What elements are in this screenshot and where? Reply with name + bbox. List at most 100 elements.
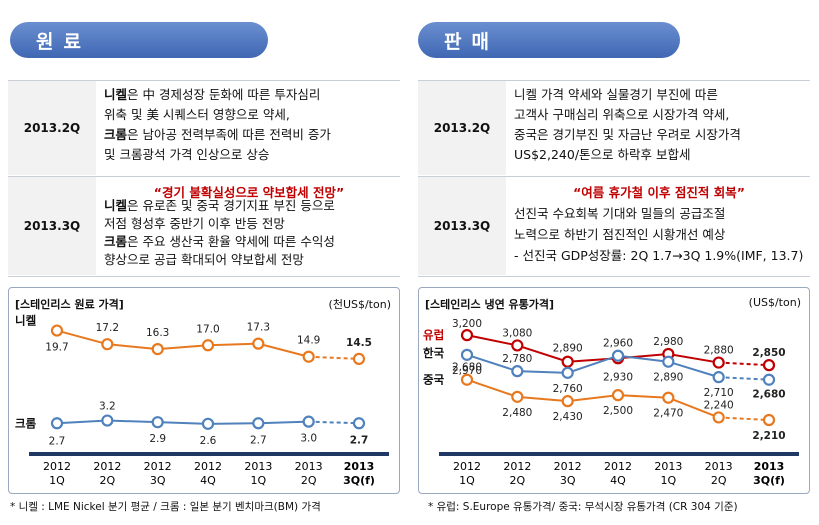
x-tick-label-3-0: 2012 [604,460,632,473]
right-row-1-line-0: 선진국 수요회복 기대와 밀들의 공급조절 [514,203,803,224]
left-row-3q-text: 니켈은 유로존 및 중국 경기지표 부진 등으로 저점 형성후 중반기 이후 반등… [104,197,335,269]
line-text: 은 주요 생산국 환율 약세에 따른 수익성 [127,234,335,249]
right-table: 2013.2Q 니켈 가격 약세와 실물경기 부진에 따른 고객사 구매심리 위축… [418,80,810,277]
x-tick-label-1-0: 2012 [503,460,531,473]
right-row-3q-text: 선진국 수요회복 기대와 밀들의 공급조절 노력으로 하반기 점진적인 시황개선 … [514,203,803,266]
data-point-한국-6 [762,373,776,386]
data-point-니켈-4 [252,337,265,350]
data-point-한국-2 [561,366,574,379]
series-line-한국 [466,353,719,379]
data-label-니켈-6: 14.5 [346,337,372,349]
data-label-유럽-5: 2,880 [704,345,734,357]
data-label-중국-2: 2,430 [553,411,583,423]
line-text: - 선진국 GDP성장률: 2Q 1.7→3Q 1.9%(IMF, 13.7) [514,248,804,263]
data-label-크롬-1: 3.2 [99,401,116,413]
series-name-유럽: 유럽 [423,328,444,342]
line-text: 은 남아공 전력부족에 따른 전력비 증가 [127,127,331,142]
data-point-중국-6 [762,413,776,427]
data-point-중국-1 [511,390,524,403]
right-quarter-2q: 2013.2Q [418,81,506,175]
data-point-한국-0 [460,348,474,361]
x-tick-label-0-0: 2012 [43,460,71,473]
data-label-크롬-2: 2.9 [149,433,166,445]
x-tick-label-1-1: 2Q [509,474,525,487]
x-tick-label-0-1: 1Q [459,474,475,487]
series-name-니켈: 니켈 [15,314,36,328]
line-text: 저점 형성후 중반기 이후 반등 전망 [104,216,285,231]
x-tick-label-2-0: 2012 [144,460,172,473]
x-tick-label-1-0: 2012 [93,460,121,473]
bold-term: 니켈 [104,87,128,102]
data-label-중국-3: 2,500 [603,405,633,417]
right-row-0-line-0: 니켈 가격 약세와 실물경기 부진에 따른 [514,85,741,105]
series-forecast-line-중국 [718,416,770,421]
left-line-chart: 19.7 17.2 16.3 17.0 17.3 14.9 14.5 니켈 2.7 3.2 2.9 2… [15,314,389,487]
x-tick-label-3-0: 2012 [194,460,222,473]
left-header-label: 원료 [36,30,91,53]
right-footnote: * 유럽: S.Europe 유통가격/ 중국: 무석시장 유통가격 (CR 3… [428,501,738,513]
data-label-니켈-0: 19.7 [45,342,68,354]
left-chart-title: [스테인리스 원료 가격] [15,298,124,311]
data-label-중국-5: 2,240 [704,399,734,411]
x-tick-label-4-1: 1Q [660,474,676,487]
x-tick-label-0-0: 2012 [453,460,481,473]
x-tick-label-3-1: 4Q [610,474,626,487]
bold-term: 크롬 [104,234,128,249]
series-line-니켈 [56,329,309,358]
series-name-크롬: 크롬 [15,416,37,430]
data-point-크롬-2 [151,416,164,429]
right-chart-box: [스테인리스 냉연 유통가격] (US$/ton) 3,200 3,080 2,89… [418,287,810,494]
data-label-유럽-3: 2,930 [603,371,633,383]
data-point-크롬-1 [101,414,114,427]
data-point-니켈-3 [201,339,215,352]
data-label-중국-6: 2,210 [752,430,785,442]
data-point-크롬-4 [252,417,265,430]
right-line-chart: 3,200 3,080 2,890 2,930 2,980 2,880 2,850 유럽 2,9… [423,318,799,487]
series-name-한국: 한국 [423,346,445,360]
line-text: 중국은 경기부진 및 자금난 우려로 시장가격 [514,127,741,142]
left-footnote: * 니켈 : LME Nickel 분기 평균 / 크롬 : 일본 분기 벤치마… [10,501,321,513]
series-forecast-line-한국 [718,376,770,381]
right-row-end [418,276,810,277]
x-axis-bar [439,452,799,456]
line-text: 위축 및 美 시퀘스터 영향으로 약세, [104,107,290,122]
right-chart-title: [스테인리스 냉연 유통가격] [425,298,555,311]
series-name-중국: 중국 [423,373,445,387]
data-label-중국-4: 2,470 [653,408,683,420]
data-label-중국-1: 2,480 [502,407,532,419]
x-tick-label-1-1: 2Q [99,474,115,487]
right-row-0-line-2: 중국은 경기부진 및 자금난 우려로 시장가격 [514,125,741,145]
data-point-유럽-1 [511,339,524,352]
data-point-크롬-0 [50,417,64,430]
data-point-중국-5 [712,411,725,424]
left-row-1-line-3: 향상으로 공급 확대되어 약보합세 전망 [104,251,335,269]
left-chart-unit: (천US$/ton) [328,298,391,311]
x-tick-label-2-1: 3Q [150,474,166,487]
data-point-유럽-0 [460,329,474,342]
left-section-header: 원료 [10,22,268,58]
data-label-한국-6: 2,680 [752,389,785,401]
x-tick-label-6-0: 2013 [344,460,375,473]
data-label-유럽-2: 2,890 [553,343,583,355]
data-label-유럽-1: 3,080 [502,327,532,339]
data-label-크롬-0: 2.7 [49,435,66,447]
data-label-한국-0: 2,970 [452,365,482,377]
data-label-유럽-6: 2,850 [752,347,785,359]
data-point-유럽-5 [712,356,725,369]
line-text: 선진국 수요회복 기대와 밀들의 공급조절 [514,206,726,221]
x-tick-label-5-0: 2013 [295,460,323,473]
right-section-header: 판매 [418,22,680,58]
right-row-3q: 2013.3Q “여름 휴가철 이후 점진적 회복” 선진국 수요회복 기대와 … [418,176,810,275]
x-tick-label-6-1: 3Q(f) [343,474,375,487]
left-row-3q: 2013.3Q “경기 불확실성으로 약보합세 전망” 니켈은 유로존 및 중국… [8,176,400,275]
data-label-크롬-4: 2.7 [250,434,267,446]
data-label-니켈-3: 17.0 [196,323,219,335]
data-point-크롬-5 [302,415,315,428]
data-point-중국-0 [460,373,474,386]
data-point-중국-4 [662,391,675,404]
left-row-1-line-2: 크롬은 주요 생산국 환율 약세에 따른 수익성 [104,233,335,251]
data-label-크롬-6: 2.7 [350,434,369,446]
bold-term: 니켈 [104,198,128,213]
left-row-2q: 2013.2Q 니켈은 中 경제성장 둔화에 따른 투자심리 위축 및 美 시퀘스… [8,80,400,175]
right-row-0-line-1: 고객사 구매심리 위축으로 시장가격 약세, [514,105,741,125]
